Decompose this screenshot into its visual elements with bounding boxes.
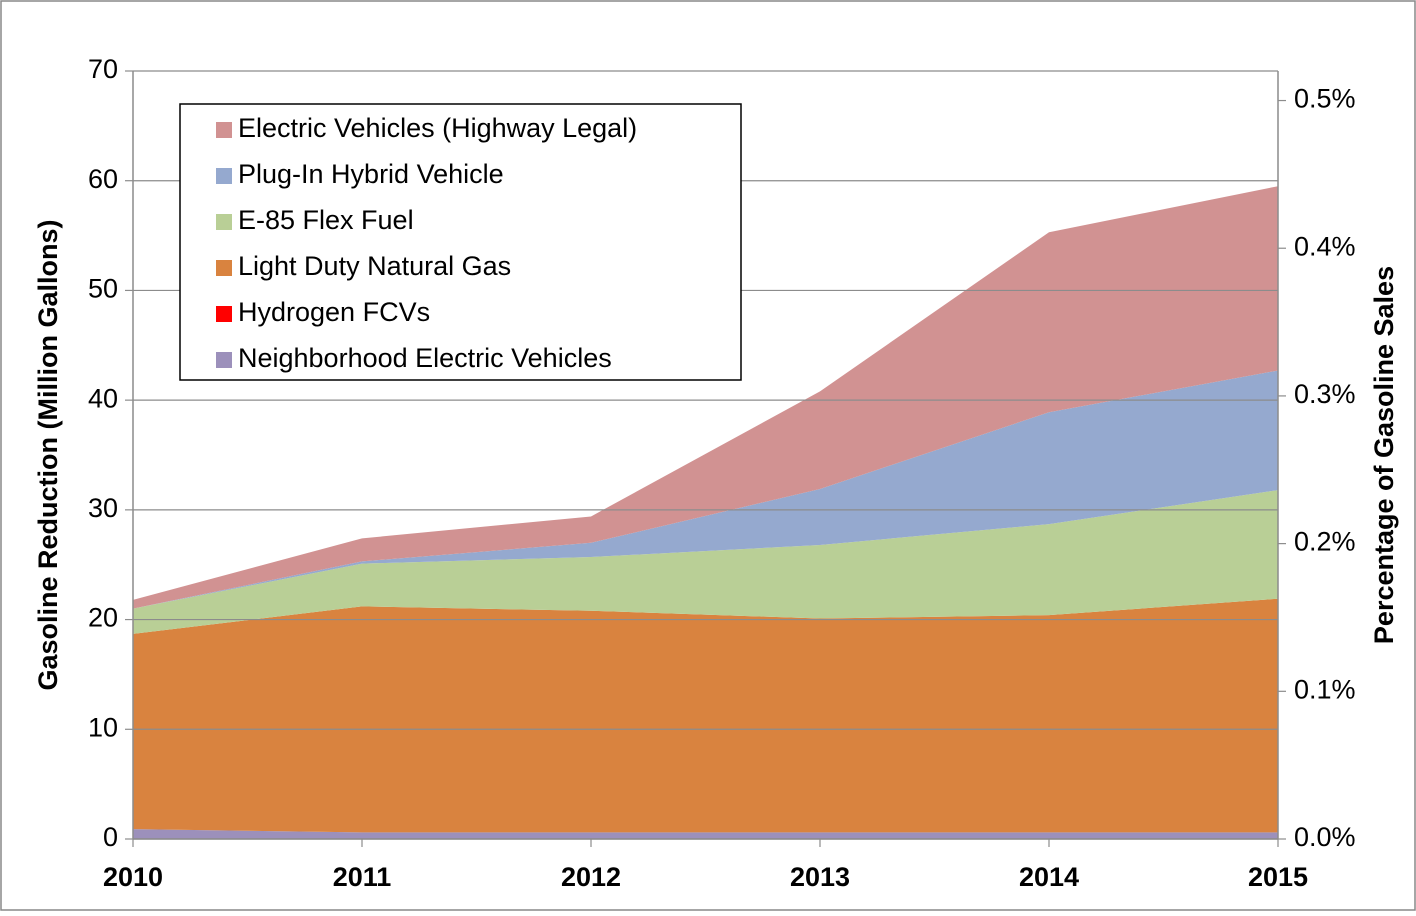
x-tick-label: 2014 xyxy=(1019,862,1079,892)
y2-tick-label: 0.0% xyxy=(1294,822,1356,852)
y-axis-title: Gasoline Reduction (Million Gallons) xyxy=(33,219,63,690)
legend-label: Light Duty Natural Gas xyxy=(238,251,511,281)
x-tick-label: 2010 xyxy=(103,862,163,892)
legend-label: Hydrogen FCVs xyxy=(238,297,430,327)
y-tick-label: 0 xyxy=(103,822,118,852)
y2-tick-label: 0.2% xyxy=(1294,527,1356,557)
area xyxy=(133,598,1278,833)
x-tick-label: 2012 xyxy=(561,862,621,892)
y2-tick-label: 0.4% xyxy=(1294,231,1356,261)
legend-swatch xyxy=(216,168,232,184)
legend-box xyxy=(179,103,742,381)
y-tick-label: 10 xyxy=(88,712,118,742)
y2-tick-label: 0.1% xyxy=(1294,674,1356,704)
legend-swatch xyxy=(216,306,232,322)
legend-label: Neighborhood Electric Vehicles xyxy=(238,343,612,373)
x-tick-label: 2013 xyxy=(790,862,850,892)
y-tick-label: 20 xyxy=(88,603,118,633)
y-tick-label: 50 xyxy=(88,274,118,304)
x-tick-label: 2011 xyxy=(333,862,392,892)
y-tick-label: 60 xyxy=(88,164,118,194)
legend-swatch xyxy=(216,122,232,138)
x-tick-label: 2015 xyxy=(1248,862,1308,892)
y-tick-label: 70 xyxy=(88,54,118,84)
y-tick-label: 30 xyxy=(88,493,118,523)
y2-tick-label: 0.3% xyxy=(1294,379,1356,409)
legend-label: Plug-In Hybrid Vehicle xyxy=(238,159,504,189)
legend-label: E-85 Flex Fuel xyxy=(238,205,414,235)
area xyxy=(133,370,1278,609)
legend-swatch xyxy=(216,352,232,368)
legend-label: Electric Vehicles (Highway Legal) xyxy=(238,113,637,143)
y2-axis-title: Percentage of Gasoline Sales xyxy=(1369,266,1399,644)
legend-swatch xyxy=(216,214,232,230)
area xyxy=(133,186,1278,609)
legend-swatch xyxy=(216,260,232,276)
plot-areas xyxy=(133,186,1278,839)
y-tick-label: 40 xyxy=(88,383,118,413)
area xyxy=(133,829,1278,839)
y2-tick-label: 0.5% xyxy=(1294,84,1356,114)
area xyxy=(133,490,1278,634)
